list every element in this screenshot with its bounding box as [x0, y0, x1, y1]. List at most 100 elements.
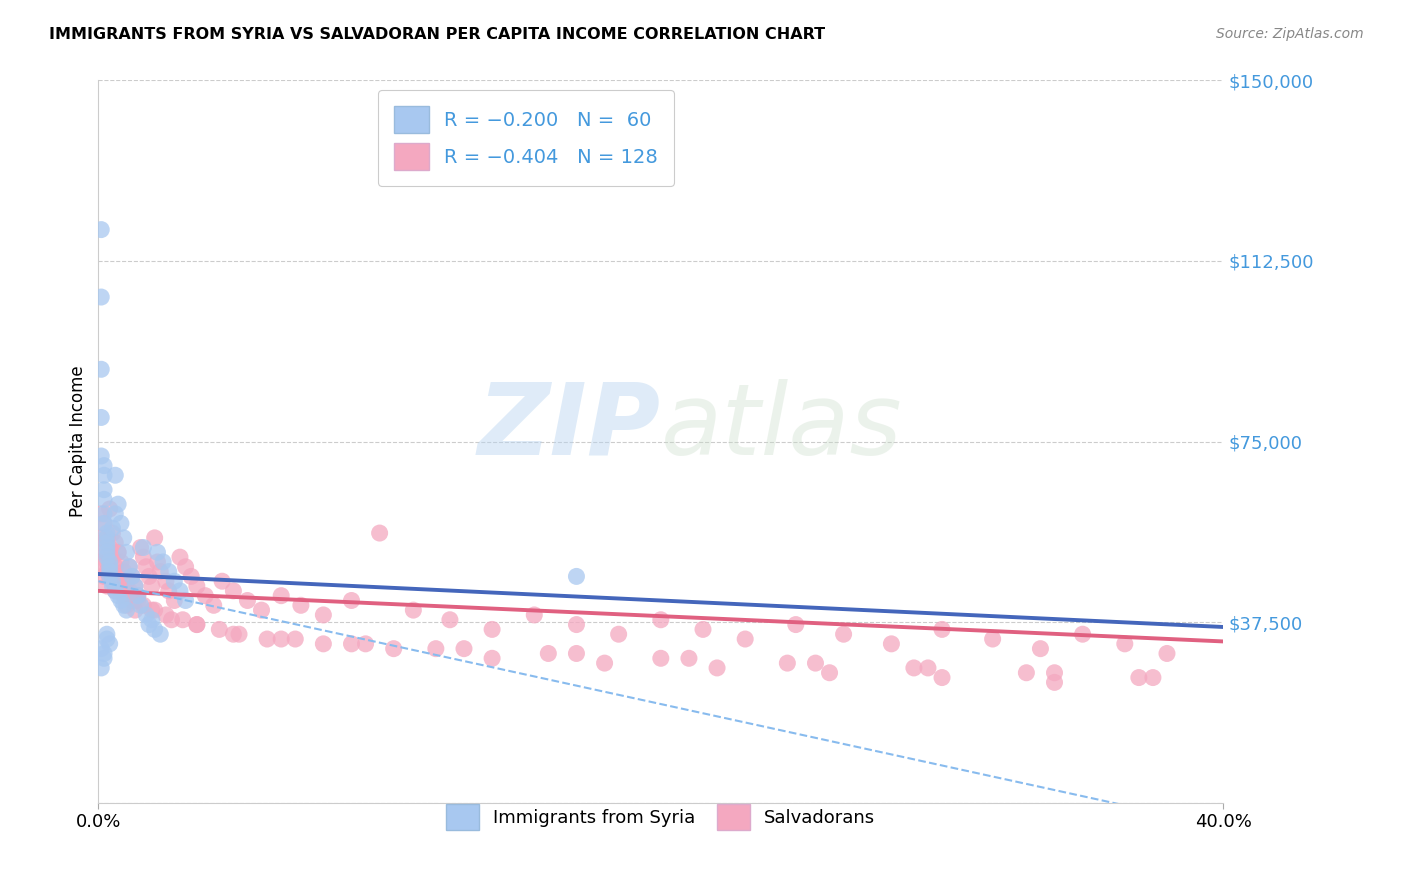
Point [141, 579, 163, 593]
Point [112, 599, 135, 613]
Point [96, 526, 118, 541]
Point [155, 607, 177, 622]
Point [917, 661, 939, 675]
Point [222, 627, 245, 641]
Point [127, 589, 149, 603]
Legend: Immigrants from Syria, Salvadorans: Immigrants from Syria, Salvadorans [432, 790, 890, 845]
Point [112, 589, 135, 603]
Point [537, 647, 560, 661]
Point [143, 603, 166, 617]
Point [157, 583, 180, 598]
Point [98, 565, 121, 579]
Text: atlas: atlas [661, 378, 903, 475]
Point [93, 483, 115, 497]
Point [163, 593, 186, 607]
Point [93, 647, 115, 661]
Point [146, 545, 169, 559]
Point [96, 531, 118, 545]
Point [104, 559, 127, 574]
Point [523, 607, 546, 622]
Point [565, 647, 588, 661]
Point [93, 507, 115, 521]
Point [186, 617, 208, 632]
Point [143, 623, 166, 637]
Point [202, 599, 225, 613]
Point [228, 627, 250, 641]
Point [110, 583, 132, 598]
Point [931, 671, 953, 685]
Point [93, 516, 115, 531]
Point [734, 632, 756, 646]
Point [93, 458, 115, 473]
Point [236, 593, 259, 607]
Point [101, 579, 124, 593]
Point [129, 541, 152, 555]
Point [256, 632, 278, 646]
Point [124, 579, 146, 593]
Point [132, 599, 155, 613]
Point [107, 569, 129, 583]
Point [135, 607, 157, 622]
Point [90, 641, 112, 656]
Point [157, 565, 180, 579]
Point [163, 574, 186, 589]
Point [135, 559, 157, 574]
Point [804, 656, 827, 670]
Point [93, 516, 115, 531]
Point [98, 637, 121, 651]
Point [931, 623, 953, 637]
Point [481, 651, 503, 665]
Point [132, 550, 155, 565]
Point [90, 362, 112, 376]
Point [382, 641, 405, 656]
Point [90, 507, 112, 521]
Point [127, 593, 149, 607]
Point [402, 603, 425, 617]
Point [146, 555, 169, 569]
Point [124, 579, 146, 593]
Point [211, 574, 233, 589]
Point [143, 531, 166, 545]
Point [169, 583, 191, 598]
Point [194, 589, 217, 603]
Point [340, 637, 363, 651]
Point [1015, 665, 1038, 680]
Point [101, 526, 124, 541]
Point [368, 526, 391, 541]
Point [96, 541, 118, 555]
Point [104, 468, 127, 483]
Point [121, 569, 143, 583]
Point [785, 617, 807, 632]
Point [186, 617, 208, 632]
Point [107, 589, 129, 603]
Point [96, 545, 118, 559]
Point [312, 637, 335, 651]
Point [124, 603, 146, 617]
Point [118, 583, 141, 598]
Point [90, 290, 112, 304]
Point [112, 565, 135, 579]
Point [1114, 637, 1136, 651]
Point [678, 651, 700, 665]
Point [96, 550, 118, 565]
Point [93, 468, 115, 483]
Point [101, 521, 124, 535]
Point [90, 449, 112, 463]
Point [115, 599, 138, 613]
Point [107, 545, 129, 559]
Point [98, 555, 121, 569]
Point [104, 583, 127, 598]
Point [149, 565, 172, 579]
Point [880, 637, 903, 651]
Point [96, 632, 118, 646]
Point [118, 559, 141, 574]
Point [141, 603, 163, 617]
Point [706, 661, 728, 675]
Point [453, 641, 475, 656]
Point [174, 593, 197, 607]
Point [107, 545, 129, 559]
Point [101, 574, 124, 589]
Point [981, 632, 1004, 646]
Point [172, 613, 194, 627]
Point [565, 569, 588, 583]
